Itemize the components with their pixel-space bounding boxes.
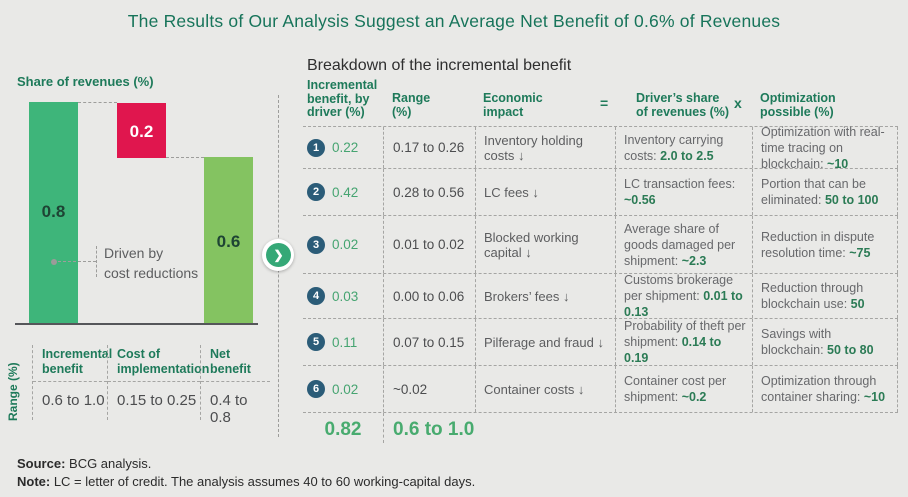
benefit-value: 0.02: [332, 381, 359, 397]
table-row-5: 5 0.11 0.07 to 0.15 Pilferage and fraud …: [303, 318, 898, 365]
annotation-dot: [51, 259, 57, 265]
drivers-share-cell: Customs brokerage per shipment: 0.01 to …: [615, 273, 752, 319]
driver-cell: 4 0.03: [303, 274, 383, 318]
drivers-share-cell: Inventory carrying costs: 2.0 to 2.5: [615, 127, 752, 168]
driver-cell: 6 0.02: [303, 366, 383, 412]
economic-impact-cell: Pilferage and fraud ↓: [475, 319, 615, 365]
number-badge: 2: [307, 183, 325, 201]
economic-impact-cell: LC fees ↓: [475, 169, 615, 215]
summary-col-incremental-benefit: Incremental benefit 0.6 to 1.0: [32, 345, 112, 420]
bar-incremental-benefit: 0.8: [29, 102, 78, 324]
drivers-share-cell: Probability of theft per shipment: 0.14 …: [615, 319, 752, 365]
economic-impact-cell: Inventory holding costs ↓: [475, 127, 615, 168]
bar-cost-of-implementation: 0.2: [117, 103, 166, 158]
driver-cell: 2 0.42: [303, 169, 383, 215]
note-line: Note: LC = letter of credit. The analysi…: [17, 473, 476, 489]
source-line: Source: BCG analysis.: [17, 456, 152, 471]
times-operator: x: [734, 95, 742, 111]
waterfall-connector: [78, 102, 117, 103]
benefit-value: 0.02: [332, 237, 359, 252]
drivers-share-cell: Average share of goods damaged per shipm…: [615, 216, 752, 273]
summary-col-header: Net benefit: [201, 345, 270, 382]
bar-value-label: 0.6: [216, 232, 241, 251]
table-row-3: 3 0.02 0.01 to 0.02 Blocked working capi…: [303, 215, 898, 273]
next-arrow-button[interactable]: ❯: [262, 239, 294, 271]
driver-cell: 5 0.11: [303, 319, 383, 365]
benefit-value: 0.22: [332, 140, 359, 155]
summary-table: Incremental benefit 0.6 to 1.0 Cost of i…: [32, 345, 270, 426]
table-row-2: 2 0.42 0.28 to 0.56 LC fees ↓ LC transac…: [303, 168, 898, 215]
annotation-leader-line: [58, 261, 96, 262]
col-header-drivers-share: Driver’s share of revenues (%): [636, 91, 730, 119]
slide-title: The Results of Our Analysis Suggest an A…: [127, 11, 781, 31]
number-badge: 6: [307, 380, 325, 398]
driver-cell: 3 0.02: [303, 216, 383, 273]
chart-heading: Share of revenues (%): [17, 74, 154, 89]
col-header-driver: Incremental benefit, by driver (%): [307, 78, 378, 119]
benefit-value: 0.42: [332, 184, 359, 200]
range-cell: ~0.02: [383, 366, 475, 412]
drivers-share-cell: Container cost per shipment: ~0.2: [615, 366, 752, 412]
number-badge: 4: [307, 287, 325, 305]
bar-value-label: 0.2: [129, 122, 154, 141]
optimization-cell: Optimization with real-time tracing on b…: [752, 125, 898, 171]
chevron-right-icon: ❯: [265, 243, 291, 267]
bar-value-label: 0.8: [41, 202, 66, 221]
range-cell: 0.17 to 0.26: [383, 127, 475, 168]
optimization-cell: Reduction through blockchain use: 50: [752, 274, 898, 318]
economic-impact-cell: Brokers’ fees ↓: [475, 274, 615, 318]
optimization-cell: Reduction in dispute resolution time: ~7…: [752, 216, 898, 273]
total-benefit-value: 0.82: [324, 419, 362, 440]
optimization-cell: Optimization through container sharing: …: [752, 366, 898, 412]
range-cell: 0.07 to 0.15: [383, 319, 475, 365]
total-range-value: 0.6 to 1.0: [383, 413, 475, 443]
range-cell: 0.28 to 0.56: [383, 169, 475, 215]
equals-operator: =: [600, 95, 609, 111]
number-badge: 3: [307, 235, 325, 254]
bar-net-benefit: 0.6: [204, 157, 253, 324]
range-axis-label: Range (%): [6, 362, 20, 421]
optimization-cell: Portion that can be eliminated: 50 to 10…: [752, 169, 898, 215]
range-cell: 0.00 to 0.06: [383, 274, 475, 318]
annotation-leader-line: [96, 246, 97, 277]
x-axis-line: [15, 323, 258, 325]
summary-col-cost-of-implementation: Cost of implementation 0.15 to 0.25: [107, 345, 209, 420]
summary-col-header: Incremental benefit: [33, 345, 112, 382]
economic-impact-cell: Container costs ↓: [475, 366, 615, 412]
drivers-share-cell: LC transaction fees: ~0.56: [615, 169, 752, 215]
summary-col-value: 0.4 to 0.8: [210, 392, 248, 426]
waterfall-connector: [166, 157, 204, 158]
breakdown-heading: Breakdown of the incremental benefit: [307, 57, 572, 74]
benefit-value: 0.03: [332, 288, 359, 304]
range-cell: 0.01 to 0.02: [383, 216, 475, 273]
economic-impact-cell: Blocked working capital ↓: [475, 216, 615, 273]
col-header-optimization: Optimization possible (%): [760, 91, 836, 119]
summary-col-value: 0.15 to 0.25: [117, 392, 197, 409]
table-row-1: 1 0.22 0.17 to 0.26 Inventory holding co…: [303, 125, 898, 171]
driver-cell: 1 0.22: [303, 127, 383, 168]
summary-col-net-benefit: Net benefit 0.4 to 0.8: [200, 345, 270, 426]
col-header-range: Range (%): [392, 91, 431, 119]
number-badge: 5: [307, 333, 325, 351]
total-row: 0.82 0.6 to 1.0: [303, 412, 898, 443]
breakdown-table: 1 0.22 0.17 to 0.26 Inventory holding co…: [303, 125, 898, 443]
table-row-4: 4 0.03 0.00 to 0.06 Brokers’ fees ↓ Cust…: [303, 273, 898, 319]
optimization-cell: Savings with blockchain: 50 to 80: [752, 319, 898, 365]
benefit-value: 0.11: [332, 334, 358, 350]
table-row-6: 6 0.02 ~0.02 Container costs ↓ Container…: [303, 365, 898, 412]
footnotes: Source: BCG analysis. Note: LC = letter …: [17, 455, 475, 490]
col-header-economic-impact: Economic impact: [483, 91, 543, 119]
summary-col-value: 0.6 to 1.0: [42, 392, 105, 409]
summary-col-header: Cost of implementation: [108, 345, 209, 382]
number-badge: 1: [307, 138, 325, 157]
annotation-text: Driven by cost reductions: [104, 245, 199, 281]
